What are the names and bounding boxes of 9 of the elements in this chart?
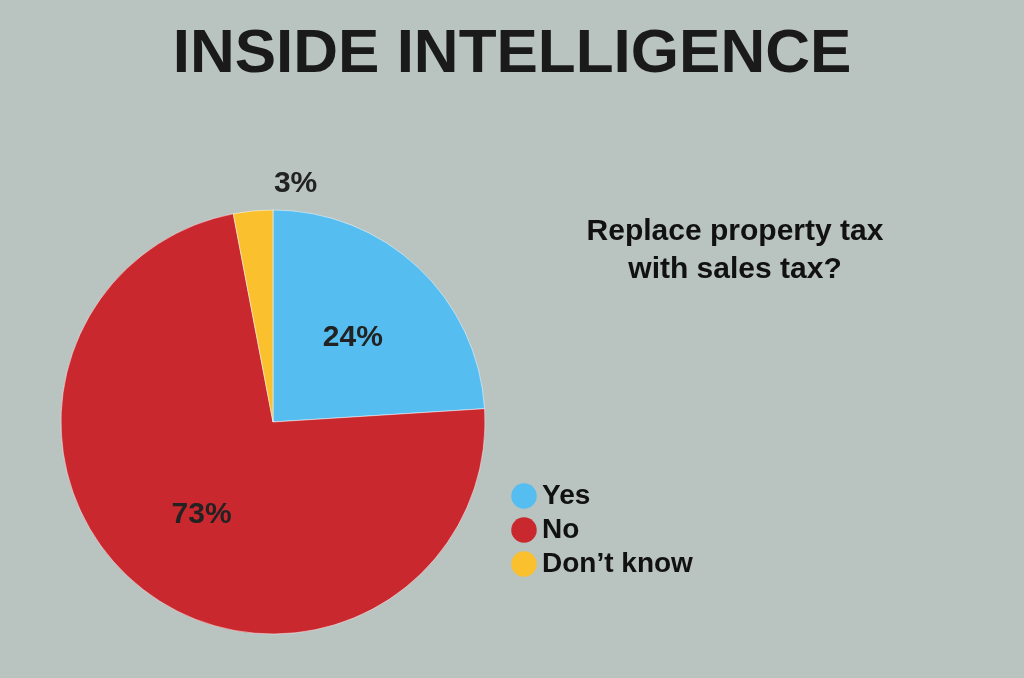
legend-label: No bbox=[542, 513, 580, 544]
legend-label: Don’t know bbox=[542, 547, 694, 578]
data-label: 73% bbox=[171, 496, 232, 530]
pie-slice bbox=[60, 213, 485, 635]
data-label: 24% bbox=[322, 319, 383, 352]
chart-title: INSIDE INTELLIGENCE bbox=[172, 16, 852, 85]
text: Replace property tax with sales tax? bbox=[586, 213, 884, 284]
legend-label: Yes bbox=[542, 479, 591, 510]
data-label: 3% bbox=[273, 165, 318, 199]
